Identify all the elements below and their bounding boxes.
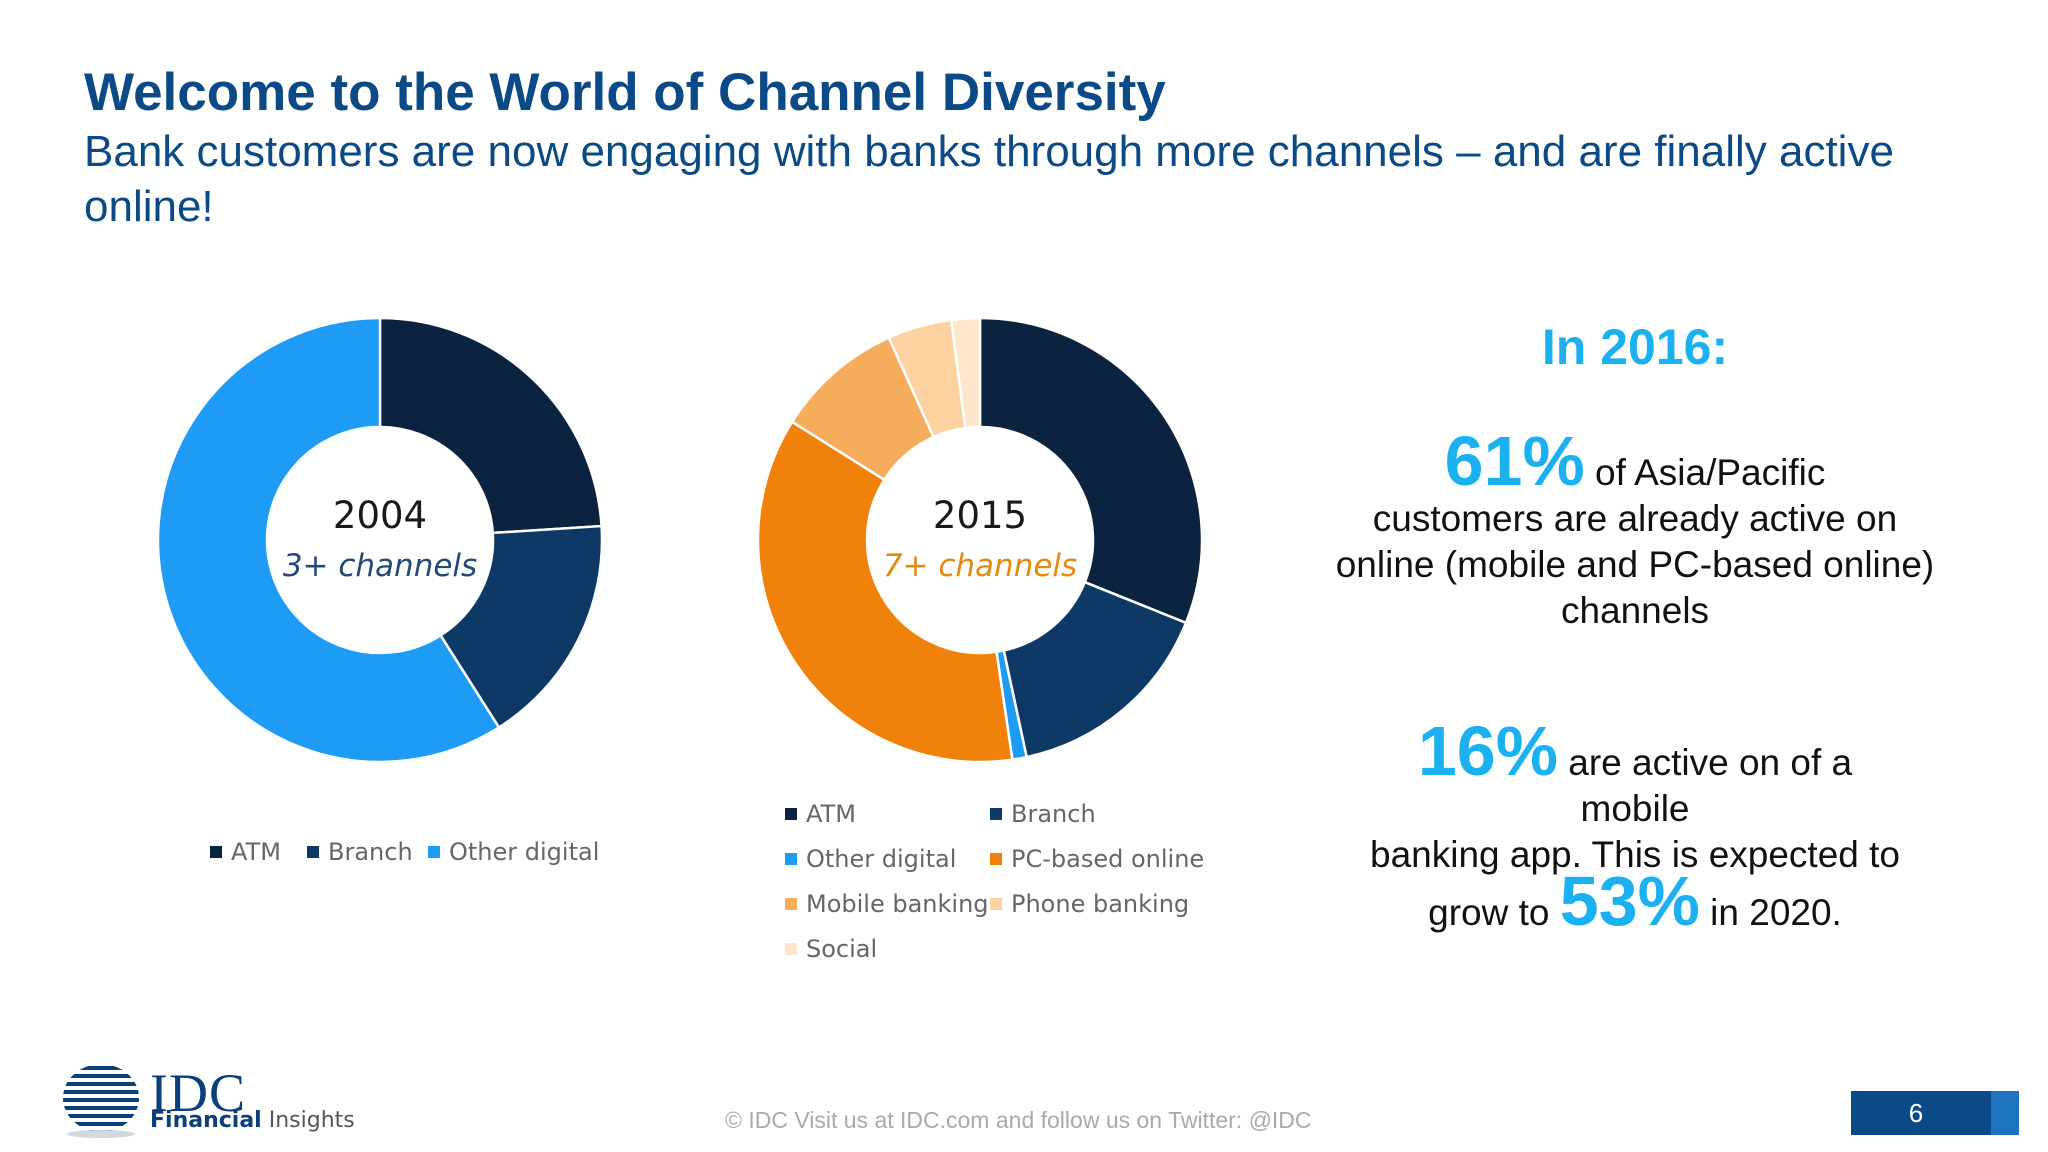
logo-text: IDC xyxy=(150,1063,246,1123)
stat2-after-text: are active on of a xyxy=(1568,742,1853,783)
legend-swatch xyxy=(990,898,1002,910)
legend-item-other-digital: Other digital xyxy=(428,838,599,866)
callout-heading: In 2016: xyxy=(1541,319,1729,375)
slice-branch xyxy=(1002,580,1188,759)
donut-chart-2015: 2015 7+ channels xyxy=(756,316,1204,764)
legend-label: PC-based online xyxy=(1011,845,1205,873)
legend-item-mobile-banking: Mobile banking xyxy=(785,890,989,918)
legend-2004: ATM Branch Other digital xyxy=(210,838,630,878)
legend-item-phone-banking: Phone banking xyxy=(990,890,1189,918)
logo-subtitle: Financial Insights xyxy=(150,1108,355,1133)
stat-16-percent: 16% xyxy=(1417,712,1558,790)
legend-item-branch: Branch xyxy=(307,838,413,866)
legend-swatch xyxy=(307,846,319,858)
stat3-before-text: grow to xyxy=(1428,892,1550,933)
page-number-box: 6 xyxy=(1851,1091,2019,1135)
logo-sub-bold: Financial xyxy=(150,1108,262,1133)
donut-chart-2004: 2004 3+ channels xyxy=(156,316,604,764)
legend-swatch xyxy=(785,808,797,820)
legend-item-branch: Branch xyxy=(990,800,1096,828)
donut-channels-label: 7+ channels xyxy=(883,548,1077,584)
idc-logo: IDC Financial Insights xyxy=(58,1060,358,1140)
legend-label: Branch xyxy=(1011,800,1096,828)
legend-label: Other digital xyxy=(449,838,600,866)
legend-item-social: Social xyxy=(785,935,877,963)
stat1-rest-text: customers are already active on online (… xyxy=(1335,498,1935,631)
stat-61-percent: 61% xyxy=(1444,422,1585,500)
legend-2015: ATM Branch Other digital PC-based online Mob… xyxy=(785,800,1205,970)
slide-subtitle: Bank customers are now engaging with ban… xyxy=(84,127,1894,231)
donut-year-label: 2015 xyxy=(933,494,1027,537)
callout-stat-mobile: 16% are active on of a mobile banking ap… xyxy=(1330,716,1940,936)
slice-social xyxy=(949,316,982,430)
page-number: 6 xyxy=(1908,1098,1924,1128)
stat-53-percent: 53% xyxy=(1559,862,1700,940)
slice-other-digital xyxy=(156,316,501,764)
stat2-line3: banking app. This is expected to xyxy=(1370,834,1900,875)
stat3-after-text: in 2020. xyxy=(1710,892,1842,933)
legend-item-atm: ATM xyxy=(785,800,856,828)
legend-swatch xyxy=(990,853,1002,865)
logo-sub-light: Insights xyxy=(268,1108,355,1133)
stat2-line2: mobile xyxy=(1580,788,1690,829)
legend-swatch xyxy=(785,943,797,955)
globe-icon xyxy=(63,1066,139,1138)
legend-label: ATM xyxy=(806,800,856,828)
legend-item-other-digital: Other digital xyxy=(785,845,956,873)
donut-year-label: 2004 xyxy=(333,494,427,537)
legend-swatch xyxy=(210,846,222,858)
legend-label: ATM xyxy=(231,838,281,866)
legend-label: Social xyxy=(806,935,878,963)
legend-label: Phone banking xyxy=(1011,890,1190,918)
legend-swatch xyxy=(990,808,1002,820)
legend-item-atm: ATM xyxy=(210,838,281,866)
legend-swatch xyxy=(785,853,797,865)
page-box-accent xyxy=(1991,1091,2019,1135)
legend-item-pc-based-online: PC-based online xyxy=(990,845,1204,873)
legend-label: Mobile banking xyxy=(806,890,989,918)
slice-pc-based-online xyxy=(756,420,1014,764)
legend-swatch xyxy=(785,898,797,910)
footer-text: © IDC Visit us at IDC.com and follow us … xyxy=(725,1107,1312,1133)
donut-channels-label: 3+ channels xyxy=(283,548,477,584)
stat1-after-text: of Asia/Pacific xyxy=(1595,452,1826,493)
legend-swatch xyxy=(428,846,440,858)
slide-title: Welcome to the World of Channel Diversit… xyxy=(84,63,1166,122)
slice-atm xyxy=(378,316,603,535)
legend-label: Other digital xyxy=(806,845,957,873)
slice-branch xyxy=(438,524,604,730)
legend-label: Branch xyxy=(328,838,413,866)
callout-stat-online: 61% of Asia/Pacific customers are alread… xyxy=(1330,426,1940,634)
slice-atm xyxy=(978,316,1204,625)
